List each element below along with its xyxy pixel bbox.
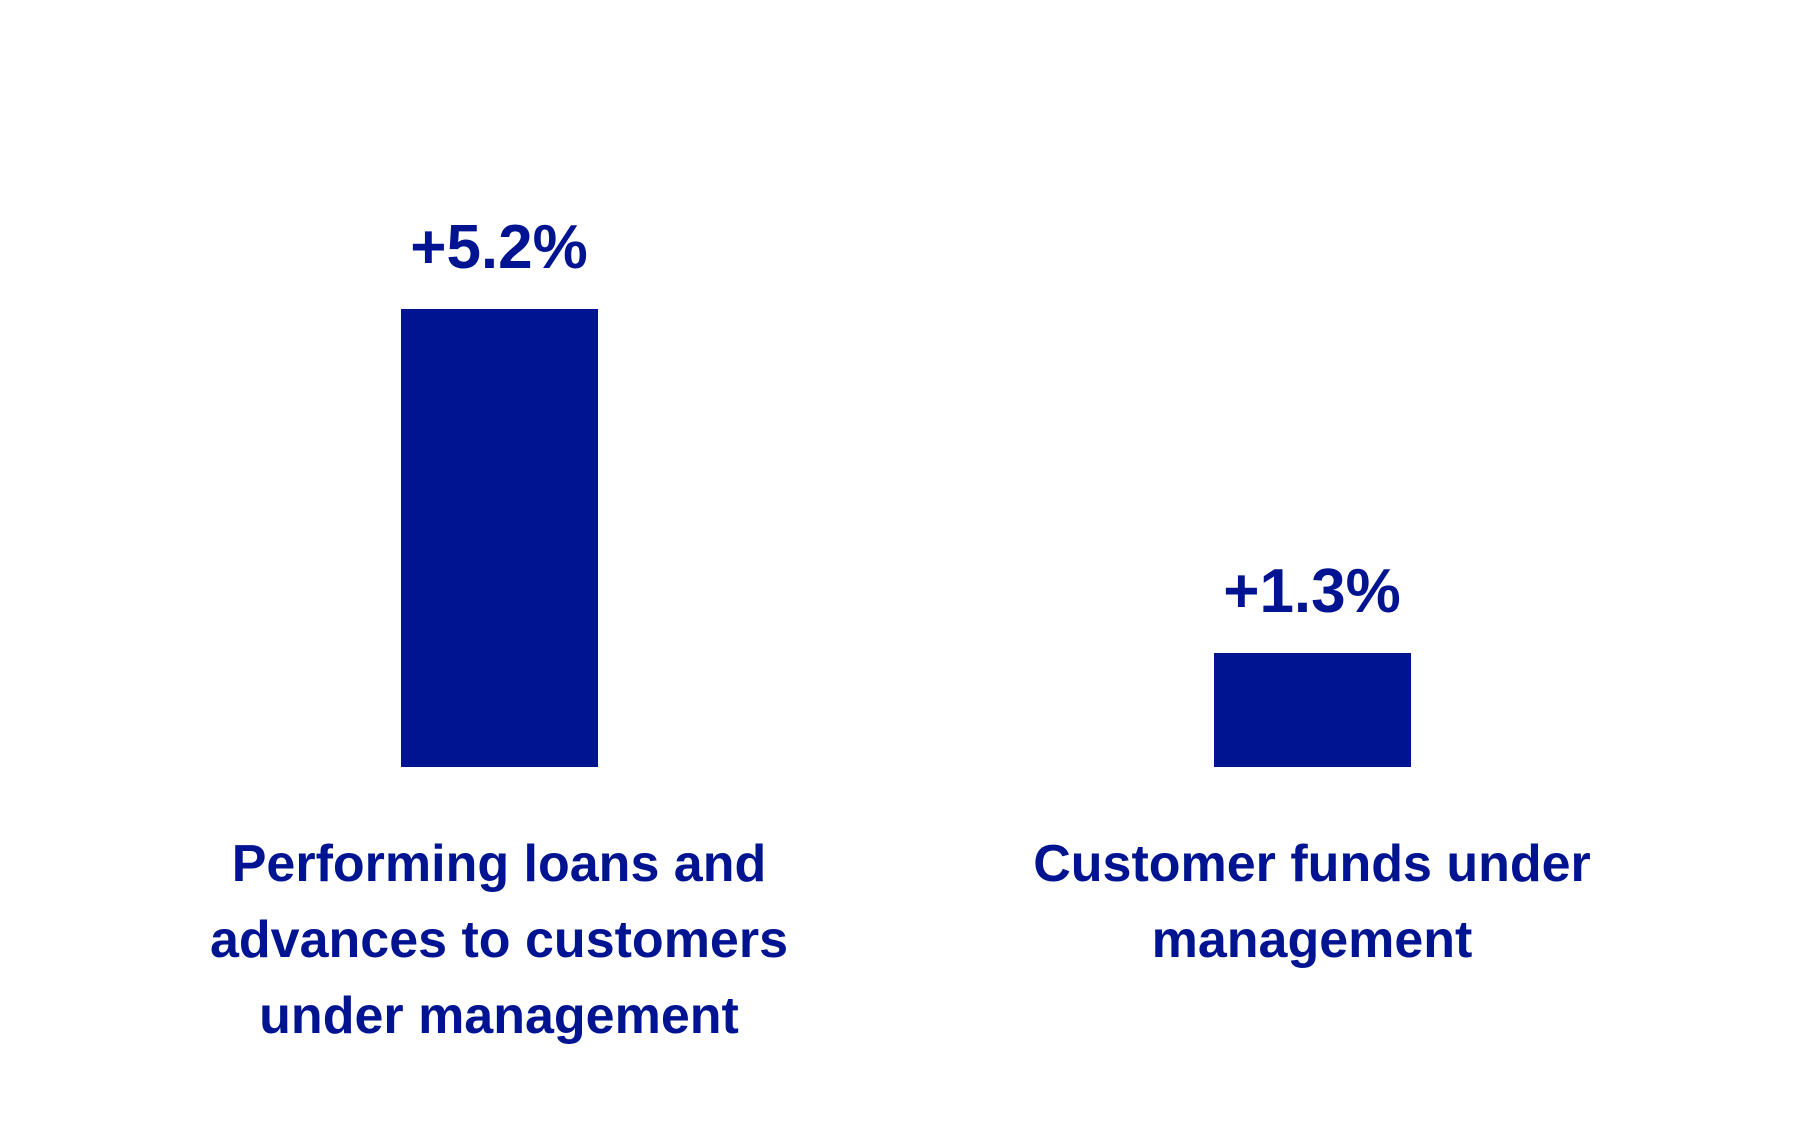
category-label: Customer funds under management (1033, 835, 1591, 969)
value-label: +5.2% (410, 213, 588, 283)
bar (400, 309, 598, 767)
value-label: +1.3% (1223, 556, 1401, 626)
category-label: Performing loans and advances to custome… (209, 835, 789, 1045)
bar (1213, 652, 1411, 767)
